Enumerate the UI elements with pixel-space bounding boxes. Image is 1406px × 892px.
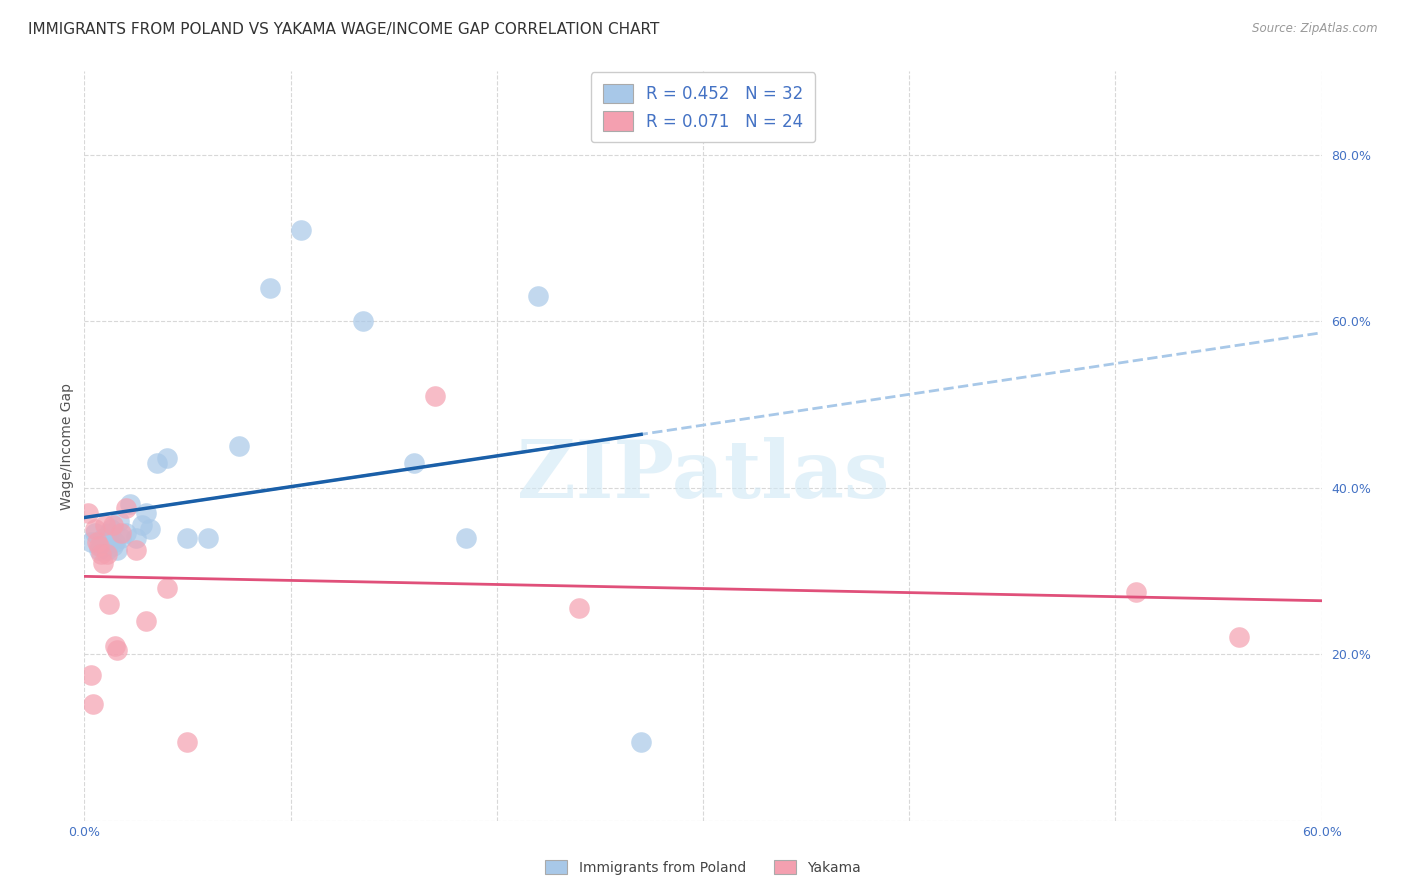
Point — [568, 601, 591, 615]
Point — [90, 547, 112, 561]
Point — [527, 289, 550, 303]
Point — [125, 543, 148, 558]
Legend: Immigrants from Poland, Yakama: Immigrants from Poland, Yakama — [540, 855, 866, 880]
Point — [118, 497, 141, 511]
Point — [114, 526, 136, 541]
Point — [228, 439, 250, 453]
Point — [176, 531, 198, 545]
Point — [82, 697, 104, 711]
Point — [83, 522, 105, 536]
Legend: R = 0.452   N = 32, R = 0.071   N = 24: R = 0.452 N = 32, R = 0.071 N = 24 — [591, 72, 815, 143]
Text: ZIPatlas: ZIPatlas — [517, 437, 889, 515]
Point — [94, 539, 117, 553]
Point — [98, 597, 121, 611]
Point — [135, 614, 157, 628]
Point — [125, 531, 148, 545]
Point — [352, 314, 374, 328]
Point — [94, 518, 117, 533]
Point — [103, 518, 125, 533]
Point — [156, 581, 179, 595]
Point — [91, 531, 114, 545]
Point — [105, 643, 128, 657]
Point — [104, 534, 127, 549]
Point — [114, 501, 136, 516]
Point — [1125, 584, 1147, 599]
Point — [454, 531, 477, 545]
Point — [423, 389, 446, 403]
Point — [404, 456, 426, 470]
Point — [197, 531, 219, 545]
Point — [259, 281, 281, 295]
Point — [83, 526, 105, 541]
Point — [176, 734, 198, 748]
Text: Source: ZipAtlas.com: Source: ZipAtlas.com — [1253, 22, 1378, 36]
Point — [87, 539, 110, 553]
Point — [98, 526, 121, 541]
Text: IMMIGRANTS FROM POLAND VS YAKAMA WAGE/INCOME GAP CORRELATION CHART: IMMIGRANTS FROM POLAND VS YAKAMA WAGE/IN… — [28, 22, 659, 37]
Point — [290, 222, 312, 236]
Point — [87, 543, 110, 558]
Point — [96, 547, 118, 561]
Point — [96, 543, 118, 558]
Point — [104, 639, 127, 653]
Point — [100, 522, 122, 536]
Point — [145, 456, 167, 470]
Point — [110, 531, 132, 545]
Point — [131, 518, 153, 533]
Point — [1227, 631, 1250, 645]
Point — [91, 556, 114, 570]
Y-axis label: Wage/Income Gap: Wage/Income Gap — [60, 383, 75, 509]
Point — [135, 506, 157, 520]
Point — [110, 526, 132, 541]
Point — [630, 734, 652, 748]
Point — [103, 539, 125, 553]
Point — [77, 506, 100, 520]
Point — [79, 668, 101, 682]
Point — [90, 539, 112, 553]
Point — [156, 451, 179, 466]
Point — [105, 543, 128, 558]
Point — [86, 534, 108, 549]
Point — [108, 514, 131, 528]
Point — [139, 522, 162, 536]
Point — [79, 534, 101, 549]
